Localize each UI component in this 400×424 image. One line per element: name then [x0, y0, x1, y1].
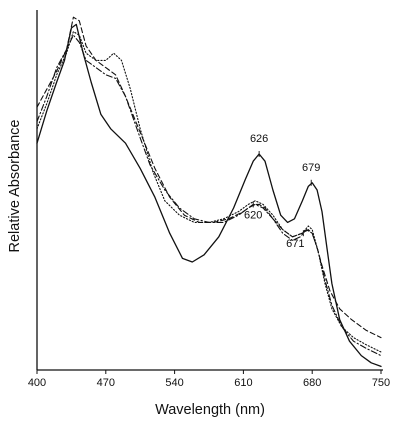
series-line-dotted — [36, 31, 382, 353]
peak-label-620: 620 — [244, 209, 262, 221]
chart-axes — [36, 10, 383, 371]
peak-annotations: 626 679 620 671 — [244, 133, 320, 250]
x-tick-label: 680 — [303, 377, 321, 389]
x-tick-label: 470 — [97, 377, 115, 389]
series-line-dashed — [36, 16, 382, 339]
x-tick-label: 400 — [28, 377, 46, 389]
series-line-dash-dot — [36, 34, 382, 357]
x-axis-label: Wavelength (nm) — [155, 402, 265, 418]
peak-label-671: 671 — [286, 238, 304, 250]
x-tick-label: 540 — [165, 377, 183, 389]
x-tick-label: 610 — [234, 377, 252, 389]
series-line-solid — [36, 23, 382, 368]
x-axis-ticks: 400 470 540 610 680 750 — [28, 370, 390, 389]
peak-label-626: 626 — [250, 133, 268, 145]
chart-series — [36, 16, 382, 368]
peak-label-679: 679 — [302, 162, 320, 174]
y-axis-label: Relative Absorbance — [7, 120, 23, 253]
x-tick-label: 750 — [372, 377, 390, 389]
